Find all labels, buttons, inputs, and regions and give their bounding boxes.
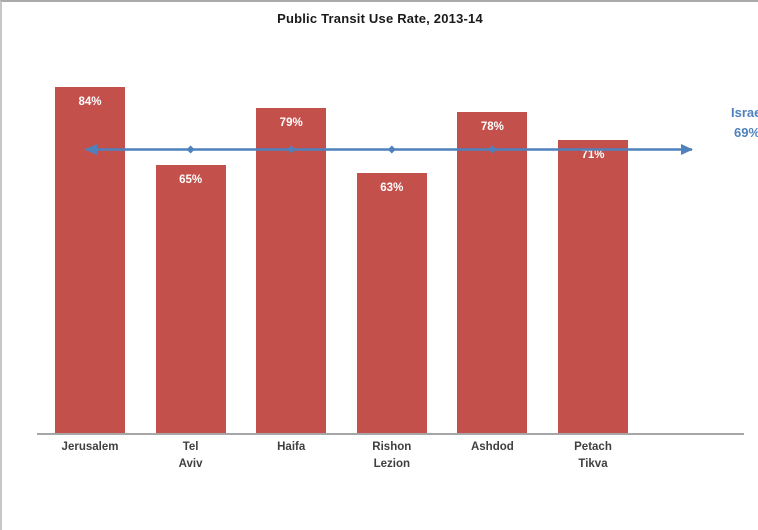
israel-average-annotation: Israel 69%	[731, 103, 758, 143]
x-axis-line	[37, 433, 744, 435]
bar-ashdod: 78%	[457, 112, 528, 433]
bar-haifa: 79%	[256, 108, 327, 433]
bar-petach-tikva: 71%	[558, 140, 628, 433]
x-axis-label-jerusalem: Jerusalem	[61, 441, 119, 453]
bar-jerusalem: 84%	[55, 87, 125, 433]
x-axis-label-petach-tikva: Petach Tikva	[574, 441, 612, 470]
chart-title: Public Transit Use Rate, 2013-14	[277, 11, 483, 26]
bar-value-label: 78%	[480, 121, 504, 133]
x-axis-label-ashdod: Ashdod	[470, 441, 514, 453]
bar-value-label: 71%	[581, 149, 605, 161]
x-axis-label-tel-aviv: Tel Aviv	[178, 441, 203, 470]
bar-value-label: 84%	[78, 96, 102, 108]
bar-value-label: 65%	[179, 174, 203, 186]
bar-value-label: 63%	[380, 182, 404, 194]
x-axis-label-haifa: Haifa	[277, 441, 306, 453]
israel-average-label: Israel	[731, 105, 758, 120]
x-axis-label-rishon-lezion: Rishon Lezion	[372, 441, 412, 470]
bar-value-label: 79%	[279, 117, 303, 129]
israel-average-value: 69%	[734, 125, 758, 140]
bar-rishon-lezion: 63%	[356, 173, 427, 433]
bar-tel-aviv: 65%	[155, 165, 226, 433]
